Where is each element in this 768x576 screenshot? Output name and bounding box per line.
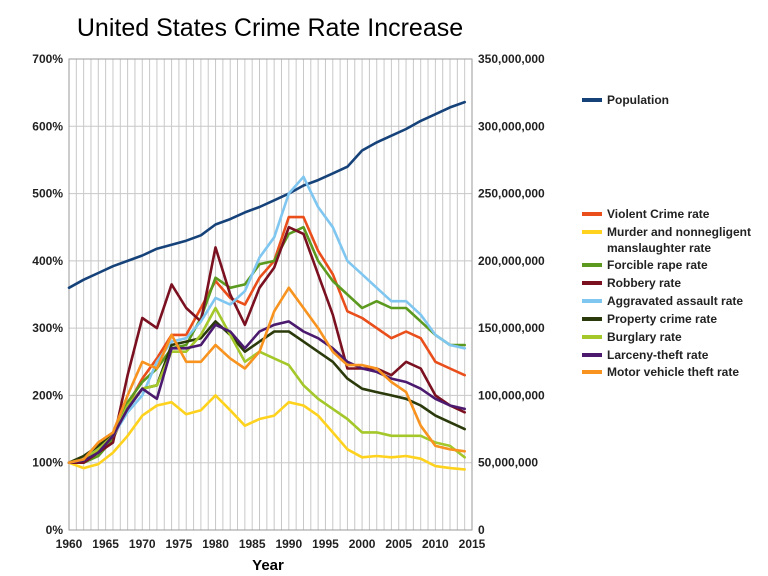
y-left-tick-label: 200% <box>32 388 63 402</box>
y-left-tick-label: 600% <box>32 119 63 133</box>
x-axis-ticks: 1960 1965 1970 1975 1980 1985 1990 1995 2000 2005… <box>56 537 486 551</box>
series-line-forcible-rape-rate <box>67 225 467 465</box>
legend-label-larceny-theft-rate: Larceny-theft rate <box>607 348 709 362</box>
y-right-tick-label: 150,000,000 <box>478 321 545 335</box>
x-tick-label: 2005 <box>385 537 412 551</box>
x-tick-label: 1980 <box>202 537 229 551</box>
series-lines <box>67 100 467 471</box>
y-left-tick-label: 400% <box>32 254 63 268</box>
x-axis-title: Year <box>252 557 284 574</box>
x-tick-label: 2000 <box>349 537 376 551</box>
chart-title: United States Crime Rate Increase <box>77 14 463 42</box>
x-tick-label: 1990 <box>275 537 302 551</box>
y-right-tick-label: 0 <box>478 523 485 537</box>
y-right-tick-label: 350,000,000 <box>478 52 545 66</box>
x-tick-label: 1995 <box>312 537 339 551</box>
series-line-murder-and-nonnegligent-manslaughter-rate <box>67 394 467 471</box>
x-tick-label: 2010 <box>422 537 449 551</box>
x-tick-label: 2015 <box>459 537 486 551</box>
legend-label-burglary-rate: Burglary rate <box>607 330 682 344</box>
y-right-tick-label: 250,000,000 <box>478 187 545 201</box>
y-left-tick-label: 100% <box>32 456 63 470</box>
x-tick-label: 1970 <box>129 537 156 551</box>
x-tick-label: 1985 <box>239 537 266 551</box>
legend-label-property-crime-rate: Property crime rate <box>607 312 717 326</box>
legend-label-aggravated-assault-rate: Aggravated assault rate <box>607 294 743 308</box>
legend-label-forcible-rape-rate: Forcible rape rate <box>607 258 708 272</box>
y-left-tick-label: 0% <box>46 523 64 537</box>
series-line-population <box>67 100 467 290</box>
x-tick-label: 1960 <box>56 537 83 551</box>
series-line-aggravated-assault-rate <box>67 175 467 465</box>
series-line-motor-vehicle-theft-rate <box>67 286 467 465</box>
y-right-tick-label: 100,000,000 <box>478 388 545 402</box>
y-left-tick-label: 700% <box>32 52 63 66</box>
left-axis-ticks: 0% 100% 200% 300% 400% 500% 600% 700% <box>32 52 63 537</box>
legend-label-motor-vehicle-theft-rate: Motor vehicle theft rate <box>607 365 739 379</box>
y-right-tick-label: 50,000,000 <box>478 456 538 470</box>
grid <box>68 58 473 531</box>
legend: Population Violent Crime rate Murder and n… <box>582 93 751 379</box>
legend-label-murder-and-nonnegligent-manslaughter-rate: Murder and nonnegligent manslaughter rate <box>607 225 751 255</box>
x-tick-label: 1965 <box>92 537 119 551</box>
legend-label-population: Population <box>607 93 669 107</box>
plot-frame <box>68 58 473 531</box>
x-tick-label: 1975 <box>166 537 193 551</box>
legend-label-violent-crime-rate: Violent Crime rate <box>607 207 710 221</box>
legend-label-robbery-rate: Robbery rate <box>607 276 681 290</box>
series-line-robbery-rate <box>67 225 467 465</box>
right-axis-ticks: 0 50,000,000 100,000,000 150,000,000 200,000… <box>478 52 545 537</box>
y-left-tick-label: 500% <box>32 187 63 201</box>
y-right-tick-label: 300,000,000 <box>478 119 545 133</box>
y-left-tick-label: 300% <box>32 321 63 335</box>
y-right-tick-label: 200,000,000 <box>478 254 545 268</box>
